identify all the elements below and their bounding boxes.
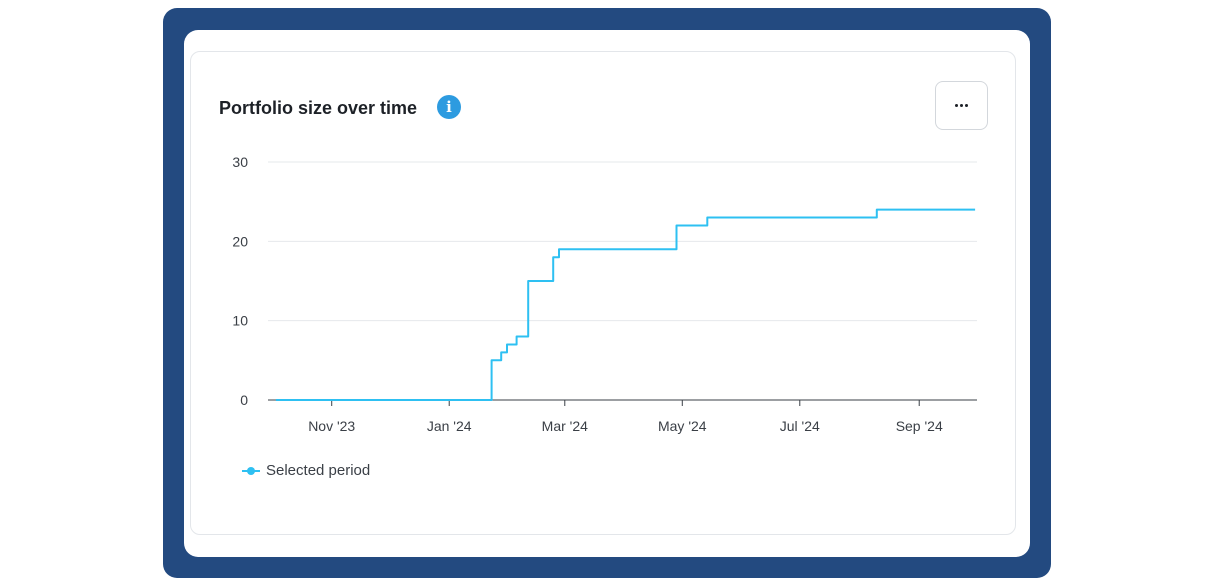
- x-tick-label: Nov '23: [308, 418, 355, 434]
- frame: Portfolio size over time i 0 10 20 30 Nov '2…: [163, 8, 1051, 578]
- x-tick-label: Mar '24: [542, 418, 588, 434]
- legend-series-marker: [242, 466, 260, 476]
- y-tick-label: 0: [240, 392, 248, 408]
- portfolio-line-chart: 0 10 20 30 Nov '23 Jan '24 Mar '24 May '24 Jul '…: [232, 154, 977, 434]
- info-icon[interactable]: i: [437, 95, 461, 119]
- x-tick-label: Jan '24: [427, 418, 472, 434]
- y-tick-label: 20: [232, 233, 248, 249]
- series-line-selected-period: [275, 208, 976, 401]
- chart-title: Portfolio size over time: [219, 98, 418, 118]
- y-tick-label: 10: [232, 313, 248, 329]
- legend-label: Selected period: [266, 462, 371, 479]
- more-horizontal-icon: [955, 104, 968, 107]
- x-tick-label: Sep '24: [896, 418, 943, 434]
- y-tick-label: 30: [232, 154, 248, 170]
- inner-panel: Portfolio size over time i 0 10 20 30 Nov '2…: [184, 30, 1030, 557]
- legend[interactable]: Selected period: [242, 462, 370, 479]
- more-options-button[interactable]: [935, 81, 988, 130]
- x-tick-label: May '24: [658, 418, 707, 434]
- x-tick-label: Jul '24: [780, 418, 820, 434]
- chart-card: Portfolio size over time i 0 10 20 30 Nov '2…: [190, 51, 1016, 535]
